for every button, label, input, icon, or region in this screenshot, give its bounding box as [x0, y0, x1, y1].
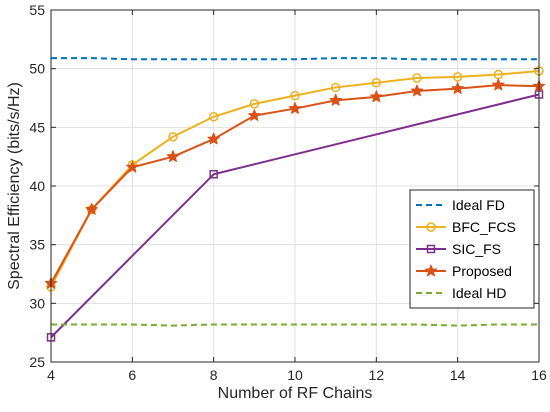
legend-label: Ideal FD: [452, 197, 505, 213]
data-point: [410, 84, 424, 97]
data-point: [329, 93, 342, 106]
legend-label: BFC_FCS: [452, 219, 516, 235]
y-tick-label: 25: [29, 354, 45, 370]
legend-entry: BFC_FCS: [416, 219, 516, 235]
x-tick-label: 14: [450, 367, 466, 383]
legend-entry: SIC_FS: [416, 241, 501, 257]
axes: [50, 9, 540, 363]
legend-marker: [424, 264, 438, 277]
x-tick-label: 10: [287, 367, 303, 383]
data-point: [371, 77, 382, 88]
series-ideal-fd: [51, 57, 539, 61]
data-point: [412, 73, 422, 83]
legend-marker: [426, 222, 436, 232]
data-point: [290, 90, 300, 101]
data-point: [207, 132, 220, 145]
data-point: [330, 82, 341, 93]
data-point: [452, 72, 463, 82]
y-tick-label: 45: [29, 119, 45, 135]
legend-label: SIC_FS: [452, 241, 501, 257]
y-tick-label: 30: [29, 295, 45, 311]
data-point: [168, 131, 178, 142]
x-tick-label: 4: [47, 367, 55, 383]
data-point: [209, 170, 218, 179]
y-tick-label: 40: [29, 178, 45, 194]
series-line: [50, 93, 540, 339]
x-tick-label: 12: [369, 367, 385, 383]
legend-entry: Ideal HD: [416, 285, 506, 301]
legend: Ideal FD BFC_FCS SIC_FS Proposed Ideal HD: [409, 189, 535, 309]
data-point: [370, 90, 383, 103]
y-tick-label: 50: [29, 61, 45, 77]
series-line: [51, 323, 539, 327]
data-point: [85, 202, 98, 215]
data-point: [451, 82, 464, 94]
data-point: [208, 112, 219, 122]
legend-entry: Ideal FD: [416, 197, 505, 213]
data-point: [249, 99, 260, 109]
data-point: [248, 109, 261, 121]
data-point: [166, 150, 180, 163]
y-axis-label: Spectral Efficiency (bits/s/Hz): [6, 82, 23, 290]
legend-marker: [426, 244, 436, 254]
series-ideal-hd: [51, 323, 539, 327]
tick-labels: 4 6 8 10 12 14 16 25 30 35 40 45 50 55: [29, 2, 547, 383]
y-tick-label: 55: [29, 2, 45, 18]
x-tick-label: 6: [128, 367, 136, 383]
series-line: [51, 57, 539, 61]
data-point: [492, 78, 505, 91]
x-tick-label: 16: [531, 367, 547, 383]
x-axis-label: Number of RF Chains: [218, 385, 373, 402]
x-tick-label: 8: [210, 367, 218, 383]
y-tick-label: 35: [29, 237, 45, 253]
data-point: [126, 160, 139, 173]
data-point: [288, 102, 302, 114]
data-point: [493, 69, 504, 80]
legend-label: Proposed: [452, 263, 512, 279]
legend-label: Ideal HD: [452, 285, 506, 301]
legend-entry: Proposed: [416, 263, 512, 279]
